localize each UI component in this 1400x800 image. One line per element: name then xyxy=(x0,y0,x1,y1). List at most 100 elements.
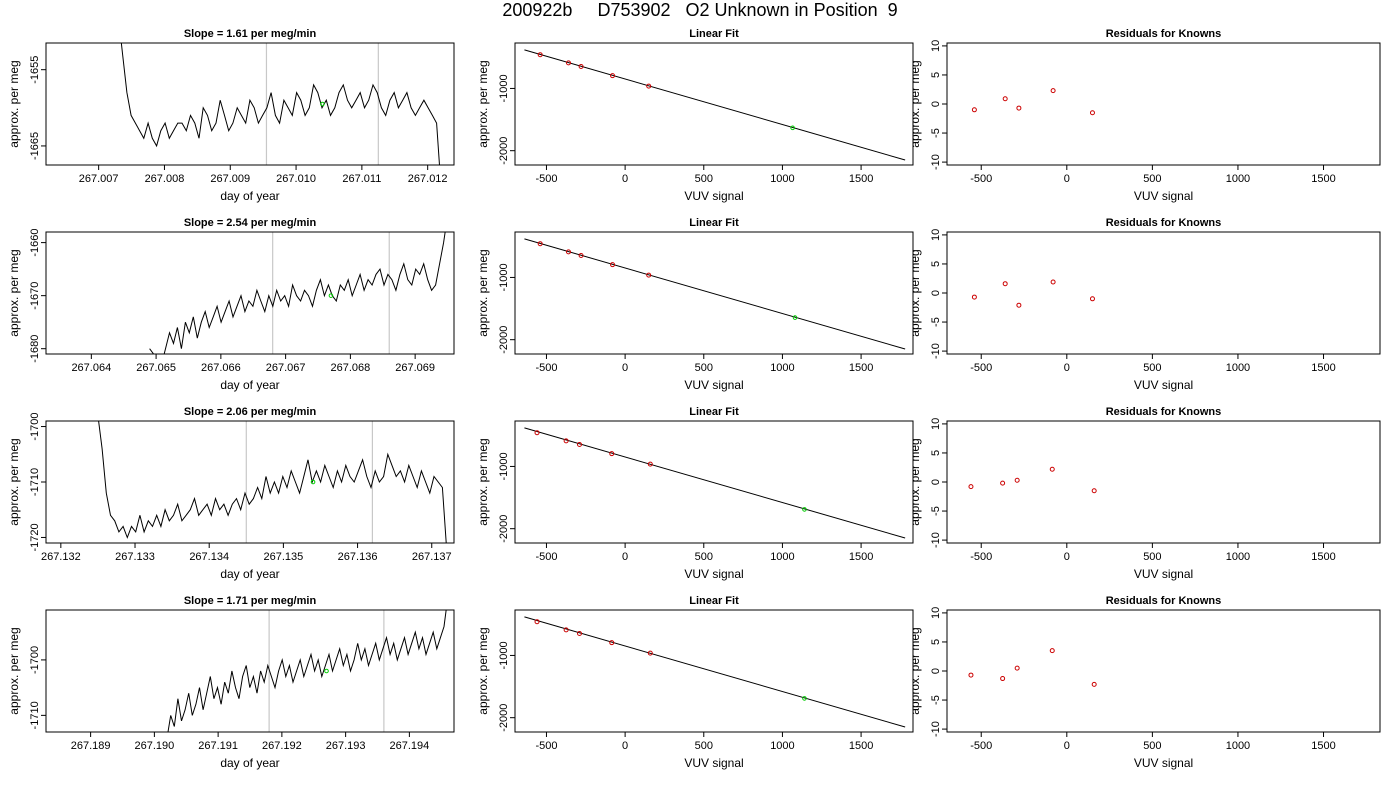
plot-area xyxy=(524,49,906,161)
known-point xyxy=(578,253,584,259)
unknown-point xyxy=(802,696,807,701)
panel-3-2: Residuals for Knowns -500 0 500 1000 1500 -10 -… xyxy=(908,595,1381,770)
y-axis-label: approx. per meg xyxy=(476,249,490,336)
y-tick-label: -10 xyxy=(930,154,942,170)
x-tick-label: 267.192 xyxy=(262,740,302,752)
known-point xyxy=(609,640,615,646)
x-tick-label: 267.064 xyxy=(71,362,111,374)
y-tick-label: -2000 xyxy=(498,137,510,165)
x-tick-label: 1500 xyxy=(1311,362,1335,374)
known-point xyxy=(534,430,540,436)
panel-title: Residuals for Knowns xyxy=(1106,406,1222,418)
y-axis-label: approx. per meg xyxy=(7,438,21,525)
x-tick-label: -500 xyxy=(970,551,992,563)
known-point xyxy=(1091,488,1097,494)
plot-frame xyxy=(514,609,914,733)
y-axis-label: approx. per meg xyxy=(476,438,490,525)
panel-title: Slope = 2.54 per meg/min xyxy=(184,217,317,229)
x-tick-label: 1000 xyxy=(770,173,794,185)
y-axis-label: approx. per meg xyxy=(476,60,490,147)
known-point xyxy=(1000,676,1006,682)
plot-frame xyxy=(514,42,914,166)
known-point xyxy=(1016,302,1022,308)
plot-frame xyxy=(45,609,455,733)
known-point xyxy=(1002,281,1008,287)
x-tick-label: 500 xyxy=(1143,551,1161,563)
known-point xyxy=(565,60,571,66)
x-axis-label: VUV signal xyxy=(1134,378,1193,392)
x-tick-label: 1000 xyxy=(1226,362,1250,374)
panel-2-0: Slope = 2.06 per meg/min 267.132 267.133 26… xyxy=(7,406,455,581)
y-tick-label: 10 xyxy=(930,418,942,430)
known-point xyxy=(1049,466,1055,472)
y-tick-label: 5 xyxy=(930,261,942,267)
known-point xyxy=(1049,648,1055,654)
y-tick-label: -1670 xyxy=(29,282,41,310)
known-point xyxy=(537,52,543,58)
y-tick-label: -2000 xyxy=(498,515,510,543)
x-tick-label: -500 xyxy=(535,173,557,185)
known-point xyxy=(1000,480,1006,486)
plot-area xyxy=(167,610,447,732)
plot-frame xyxy=(946,609,1381,733)
panel-0-2: Residuals for Knowns -500 0 500 1000 1500 -10 -… xyxy=(908,28,1381,203)
panel-title: Slope = 1.61 per meg/min xyxy=(184,28,317,40)
known-point xyxy=(610,262,616,268)
x-tick-label: 267.008 xyxy=(145,173,185,185)
y-tick-label: -1720 xyxy=(29,523,41,551)
unknown-marker xyxy=(324,668,329,674)
panel-0-1: Linear Fit -500 0 500 1000 1500 -1000 -2000 VUV … xyxy=(476,28,914,203)
panel-2-2: Residuals for Knowns -500 0 500 1000 1500 -10 -… xyxy=(908,406,1381,581)
x-tick-label: 267.191 xyxy=(198,740,238,752)
x-tick-label: 0 xyxy=(1064,173,1070,185)
y-tick-label: 0 xyxy=(930,668,942,674)
fit-line xyxy=(524,616,906,728)
fit-line xyxy=(524,238,906,350)
plot-frame xyxy=(45,420,455,544)
known-point xyxy=(1089,110,1095,116)
plot-area xyxy=(524,238,906,350)
x-axis-label: VUV signal xyxy=(684,189,743,203)
known-point xyxy=(646,83,652,89)
unknown-marker xyxy=(310,479,316,485)
panel-1-2: Residuals for Knowns -500 0 500 1000 1500 -10 -… xyxy=(908,217,1381,392)
x-tick-label: 267.007 xyxy=(79,173,119,185)
y-axis-label: approx. per meg xyxy=(7,627,21,714)
x-tick-label: 267.011 xyxy=(342,173,381,185)
y-tick-label: -2000 xyxy=(498,704,510,732)
known-point xyxy=(563,627,569,633)
plot-frame xyxy=(514,420,914,544)
x-tick-label: 1000 xyxy=(770,740,794,752)
y-tick-label: -10 xyxy=(930,343,942,359)
x-tick-label: 0 xyxy=(1064,740,1070,752)
known-point xyxy=(1014,477,1020,483)
y-axis-label: approx. per meg xyxy=(908,438,922,525)
panel-title: Linear Fit xyxy=(689,28,739,40)
known-point xyxy=(968,484,974,490)
series-line xyxy=(120,43,440,165)
panel-title: Residuals for Knowns xyxy=(1106,595,1222,607)
x-axis-label: day of year xyxy=(220,756,279,770)
y-tick-label: -10 xyxy=(930,532,942,548)
x-tick-label: 267.068 xyxy=(330,362,370,374)
x-axis-label: day of year xyxy=(220,567,279,581)
y-tick-label: -1700 xyxy=(29,646,41,674)
x-tick-label: 267.133 xyxy=(115,551,155,563)
y-tick-label: 5 xyxy=(930,72,942,78)
known-point xyxy=(1091,681,1097,687)
x-tick-label: 1500 xyxy=(849,173,873,185)
x-tick-label: 267.190 xyxy=(134,740,174,752)
plot-area xyxy=(524,427,906,539)
y-tick-label: -5 xyxy=(930,128,942,138)
panel-1-0: Slope = 2.54 per meg/min 267.064 267.065 26… xyxy=(7,217,455,392)
x-tick-label: 1000 xyxy=(770,551,794,563)
known-point xyxy=(1050,88,1056,94)
known-point xyxy=(647,650,653,656)
y-axis-label: approx. per meg xyxy=(476,627,490,714)
panel-title: Linear Fit xyxy=(689,406,739,418)
x-tick-label: 267.066 xyxy=(201,362,241,374)
y-tick-label: -5 xyxy=(930,695,942,705)
x-tick-label: 267.132 xyxy=(41,551,81,563)
x-axis-label: day of year xyxy=(220,378,279,392)
known-point xyxy=(578,64,584,70)
